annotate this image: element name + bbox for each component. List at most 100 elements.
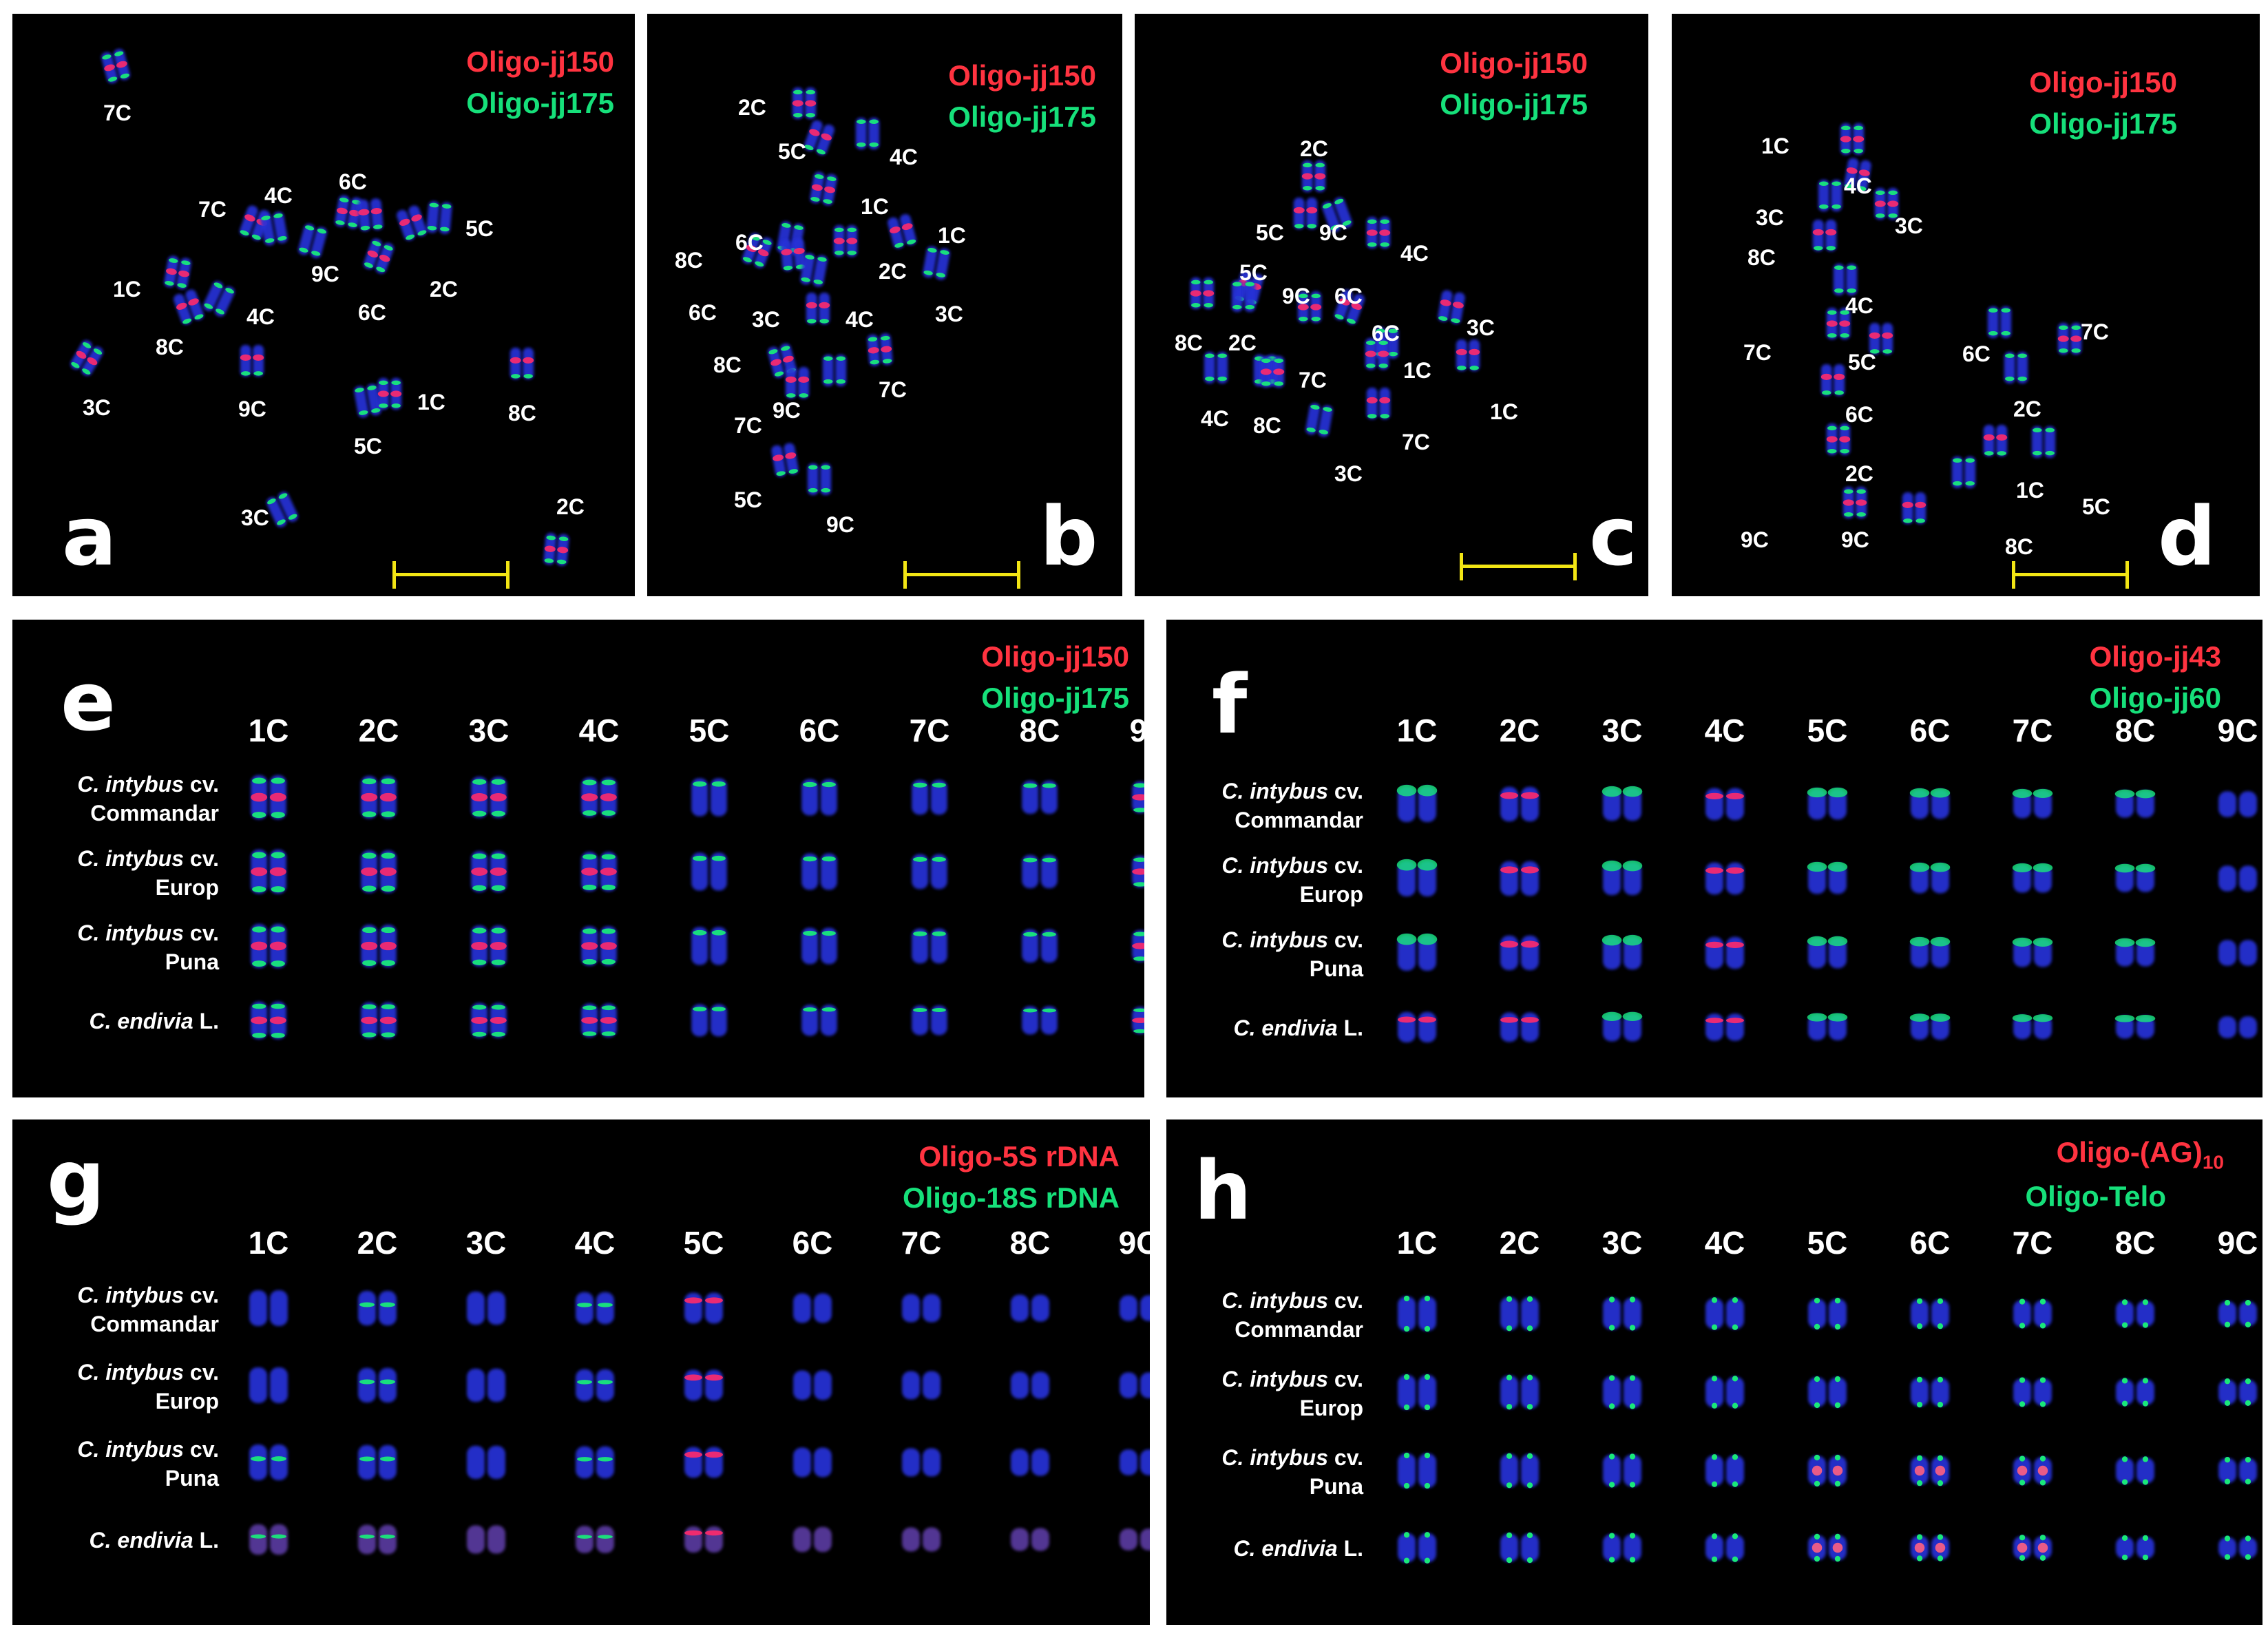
chromosome [1840,123,1865,155]
chromosome [822,355,847,386]
chromosome-pair [793,1370,832,1400]
chromosome [1305,403,1333,437]
column-header-5c: 5C [689,713,730,748]
scale-bar [1460,553,1577,580]
chromosome-pair [912,779,947,815]
chromosome-label: 6C [1334,284,1363,308]
chromosome-pair [1011,1449,1049,1476]
chromosome-label: 7C [103,101,132,125]
chromosome-label: 2C [1845,461,1873,486]
chromosome-label: 3C [241,505,269,530]
chromosome-label: 8C [713,353,742,377]
chromosome-pair [1807,787,1848,820]
column-header-4c: 4C [574,1225,616,1261]
panel-letter-c: c [1589,489,1637,584]
chromosome-pair [1603,1533,1641,1563]
chromosome-pair [1705,1376,1744,1409]
probe-red-label: Oligo-jj150 [466,45,614,78]
chromosome-pair [251,924,286,968]
chromosome-label: 9C [1841,527,1869,552]
chromosome [174,289,204,325]
chromosome-pair [2013,1377,2052,1407]
chromosome-label: 8C [1253,413,1281,438]
probe-green-label: Oligo-jj60 [2089,682,2221,714]
chromosome [101,48,130,84]
panel-letter-e: e [61,654,116,749]
species-row-label: C. intybus cv. Commandar [77,1283,219,1336]
probe-red-label: Oligo-jj150 [981,640,1129,673]
chromosome-pair [2116,1456,2154,1485]
chromosome-label: 8C [2005,534,2033,559]
chromosome-pair [1500,935,1539,971]
chromosome-pair [1022,854,1058,889]
chromosome-pair [2013,1299,2052,1329]
chromosome-label: 1C [2016,478,2044,503]
chromosome-pair [2013,1535,2052,1561]
chromosome-label: 9C [1319,220,1347,245]
chromosome [1366,388,1391,419]
panel-letter-a: a [62,489,117,584]
chromosome-label: 6C [1372,321,1400,346]
chromosome-pair [581,852,617,892]
column-header-8c: 8C [1009,1225,1051,1261]
chromosome-pair [1807,861,1848,894]
column-header-1c: 1C [248,713,289,748]
chromosome [810,171,837,206]
chromosome-label: 3C [935,302,963,326]
chromosome-label: 1C [417,390,445,414]
chromosome-label: 1C [1403,358,1431,383]
chromosome [1334,289,1365,325]
chromosome [164,255,191,290]
panel-letter-f: f [1212,657,1248,752]
chromosome-pair [684,1369,723,1401]
chromosome-pair [1022,780,1058,814]
chromosome-pair [2013,1455,2052,1486]
chromosome-pair [1500,861,1539,896]
probe-green-label: Oligo-jj175 [981,682,1129,714]
chromosome-pair [684,1447,723,1478]
chromosome-label: 7C [1299,368,1327,392]
column-header-3c: 3C [1602,1225,1643,1261]
chromosome-label: 2C [430,277,458,302]
chromosome-label: 5C [2082,494,2110,519]
chromosome [364,238,394,274]
chromosome [1812,220,1837,251]
chromosome-pair [2116,1378,2154,1407]
chromosome-pair [361,925,397,967]
column-header-6c: 6C [1909,1225,1951,1261]
chromosome-pair [1705,1013,1744,1041]
chromosome [1869,323,1893,355]
chromosome [1826,423,1851,455]
chromosome-label: 8C [156,335,184,359]
chromosome-label: 7C [198,197,227,222]
species-row-label: C. intybus cv. Europ [1221,853,1363,907]
chromosome-pair [793,1526,832,1553]
probe-red-label: Oligo-jj150 [2029,66,2177,98]
chromosome-pair [581,777,617,817]
chromosome-pair [249,1290,288,1326]
chromosome-pair [1398,1011,1436,1043]
chromosome-label: 9C [1741,527,1769,552]
chromosome [1260,356,1285,388]
column-header-5c: 5C [1807,1225,1848,1261]
species-row-label: C. intybus cv. Europ [1221,1367,1363,1420]
spread-a-image [70,48,569,566]
chromosome-pair [1398,1374,1436,1411]
probe-green-label: Oligo-jj175 [948,101,1096,133]
chromosome [807,463,832,495]
chromosome-pair [1500,1532,1539,1564]
chromosome-pair [1500,786,1539,822]
spread-c-image [1190,160,1480,437]
chromosome-pair [793,1447,832,1478]
chromosome-label: 1C [938,223,966,248]
spread-d-image [1812,123,2082,524]
species-row-label: C. intybus cv. Commandar [1221,1288,1363,1342]
chromosome-pair [361,1002,397,1039]
chromosome [1833,264,1858,295]
panel-letter-d: d [2158,489,2216,584]
chromosome-label: 4C [1201,406,1229,431]
chromosome-pair [912,1005,947,1035]
chromosome-pair [902,1371,941,1400]
chromosome [1204,352,1228,383]
chromosome-pair [1602,934,1643,970]
